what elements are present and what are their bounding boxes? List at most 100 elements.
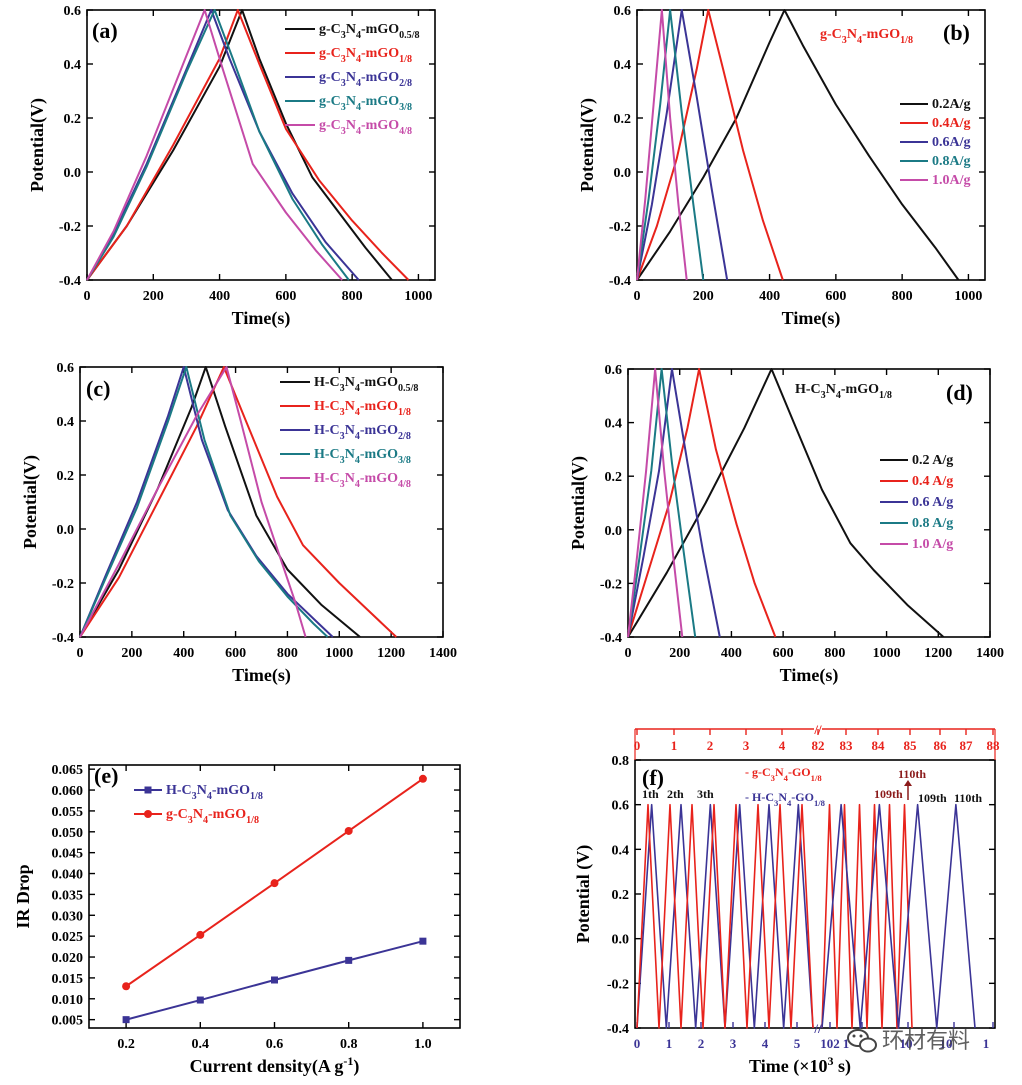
y-tick-label: 0.2 xyxy=(614,112,632,127)
x-tick-label: 400 xyxy=(173,646,194,661)
x-tick-label: 600 xyxy=(275,289,296,304)
x-tick-label: 0 xyxy=(84,289,91,304)
x-axis-title: Time(s) xyxy=(232,308,291,329)
panel-label: (e) xyxy=(94,763,118,788)
y-tick-label: 0.005 xyxy=(52,1014,84,1029)
bottom-tick-label: 102 xyxy=(820,1036,840,1051)
annotation-arrow-head xyxy=(904,780,912,786)
data-point-circle xyxy=(196,930,205,939)
top-tick-label: 3 xyxy=(743,738,750,753)
legend-label: g-C3N4-mGO4/8 xyxy=(319,118,412,137)
bottom-tick-label: 2 xyxy=(698,1036,705,1051)
cycle-annotation: 109th xyxy=(918,791,947,805)
y-tick-label: 0.055 xyxy=(52,805,84,820)
y-tick-label: 0.6 xyxy=(57,361,75,376)
x-tick-label: 0 xyxy=(625,646,632,661)
x-tick-label: 400 xyxy=(759,289,780,304)
data-point-square xyxy=(271,976,278,984)
legend-label: g-C3N4-mGO2/8 xyxy=(319,70,412,89)
panel-e: 0.2 0.4 0.6 0.8 1.0 0.005 0.010 0.015 0.020 0.025… xyxy=(13,763,461,1077)
legend-label: H-C3N4-mGO0.5/8 xyxy=(314,375,418,394)
red-cycle-trace xyxy=(821,803,913,1029)
x-tick-label: 0.8 xyxy=(340,1037,358,1052)
top-tick-label: 87 xyxy=(960,738,974,753)
x-tick-label: 400 xyxy=(209,289,230,304)
panel-b: 0 200 400 600 800 1000 -0.4 -0.2 0.0 0.2 0.4 0.6 Tim… xyxy=(577,4,986,329)
x-tick-label: 0.2 xyxy=(117,1037,135,1052)
y-tick-label: 0.4 xyxy=(57,415,75,430)
series-line xyxy=(86,9,343,281)
y-tick-label: 0.0 xyxy=(57,523,75,538)
data-point-square xyxy=(196,996,204,1004)
top-tick-label: 2 xyxy=(707,738,714,753)
sample-label: g-C3N4-mGO1/8 xyxy=(820,27,913,46)
plot-frame xyxy=(79,366,444,638)
data-point-square xyxy=(122,1016,130,1024)
y-tick-label: 0.4 xyxy=(605,417,623,432)
wechat-icon xyxy=(847,1029,877,1053)
bottom-tick-label-partial: 1 xyxy=(843,1036,850,1051)
panel-label: (c) xyxy=(86,376,110,401)
y-axis-title: Potential(V) xyxy=(20,455,41,549)
data-point-square xyxy=(345,956,353,964)
cycle-annotation: 3th xyxy=(697,787,714,801)
data-point-circle xyxy=(344,826,353,835)
watermark: 环材有料 xyxy=(847,1029,970,1054)
series-line xyxy=(627,368,777,638)
cycle-annotation: 110th xyxy=(954,791,982,805)
y-tick-label: 0.025 xyxy=(52,930,84,945)
x-tick-label: 1000 xyxy=(404,289,432,304)
axis-break-mark: // xyxy=(813,1021,822,1036)
top-tick-label: 0 xyxy=(634,738,641,753)
series-line xyxy=(86,9,393,281)
legend-marker xyxy=(144,810,152,818)
x-tick-label: 0 xyxy=(634,289,641,304)
series-line xyxy=(86,9,350,281)
x-tick-label: 1000 xyxy=(954,289,982,304)
sample-label: H-C3N4-mGO1/8 xyxy=(795,382,892,401)
y-tick-label: -0.4 xyxy=(59,274,81,289)
top-tick-label: 88 xyxy=(987,738,1001,753)
y-tick-label: 0.045 xyxy=(52,847,84,862)
y-axis-title: IR Drop xyxy=(13,864,33,928)
x-tick-label: 200 xyxy=(121,646,142,661)
y-tick-label: 0.6 xyxy=(64,4,82,19)
legend-label: - H-C3N4-GO1/8 xyxy=(745,790,826,808)
series-line xyxy=(636,9,784,281)
y-tick-label: -0.2 xyxy=(609,220,631,235)
y-tick-label: 0.4 xyxy=(614,58,632,73)
y-tick-label: 0.040 xyxy=(52,868,84,883)
y-tick-label: 0.2 xyxy=(612,888,630,903)
x-axis-title: Time (×103 s) xyxy=(749,1054,851,1077)
plot-frame xyxy=(636,9,986,281)
legend-label: H-C3N4-mGO4/8 xyxy=(314,471,411,490)
top-tick-label: 4 xyxy=(779,738,786,753)
navy-cycle-trace xyxy=(821,803,976,1029)
x-tick-label: 600 xyxy=(225,646,246,661)
bottom-tick-label: 4 xyxy=(762,1036,769,1051)
y-tick-label: 0.2 xyxy=(605,470,623,485)
legend-label: 0.4 A/g xyxy=(912,474,953,489)
data-point-circle xyxy=(418,774,427,783)
x-tick-label: 1000 xyxy=(325,646,353,661)
y-tick-label: 0.0 xyxy=(605,524,623,539)
red-cycle-trace xyxy=(636,803,814,1029)
legend-label: g-C3N4-mGO1/8 xyxy=(319,46,412,65)
x-tick-label: 0.4 xyxy=(192,1037,210,1052)
x-tick-label: 1200 xyxy=(924,646,952,661)
x-tick-label: 0.6 xyxy=(266,1037,284,1052)
data-point-circle xyxy=(122,982,131,991)
y-tick-label: -0.4 xyxy=(600,631,622,646)
top-tick-label: 83 xyxy=(840,738,854,753)
series-line xyxy=(636,9,729,281)
x-tick-label: 200 xyxy=(143,289,164,304)
cycle-annotation: 2th xyxy=(667,787,684,801)
x-tick-label: 1000 xyxy=(873,646,901,661)
y-tick-label: 0.6 xyxy=(612,799,630,814)
y-axis-title: Potential (V) xyxy=(573,845,594,943)
cycle-annotation: 110th xyxy=(898,767,926,781)
y-tick-label: 0.030 xyxy=(52,909,84,924)
y-tick-label: 0.6 xyxy=(605,363,623,378)
